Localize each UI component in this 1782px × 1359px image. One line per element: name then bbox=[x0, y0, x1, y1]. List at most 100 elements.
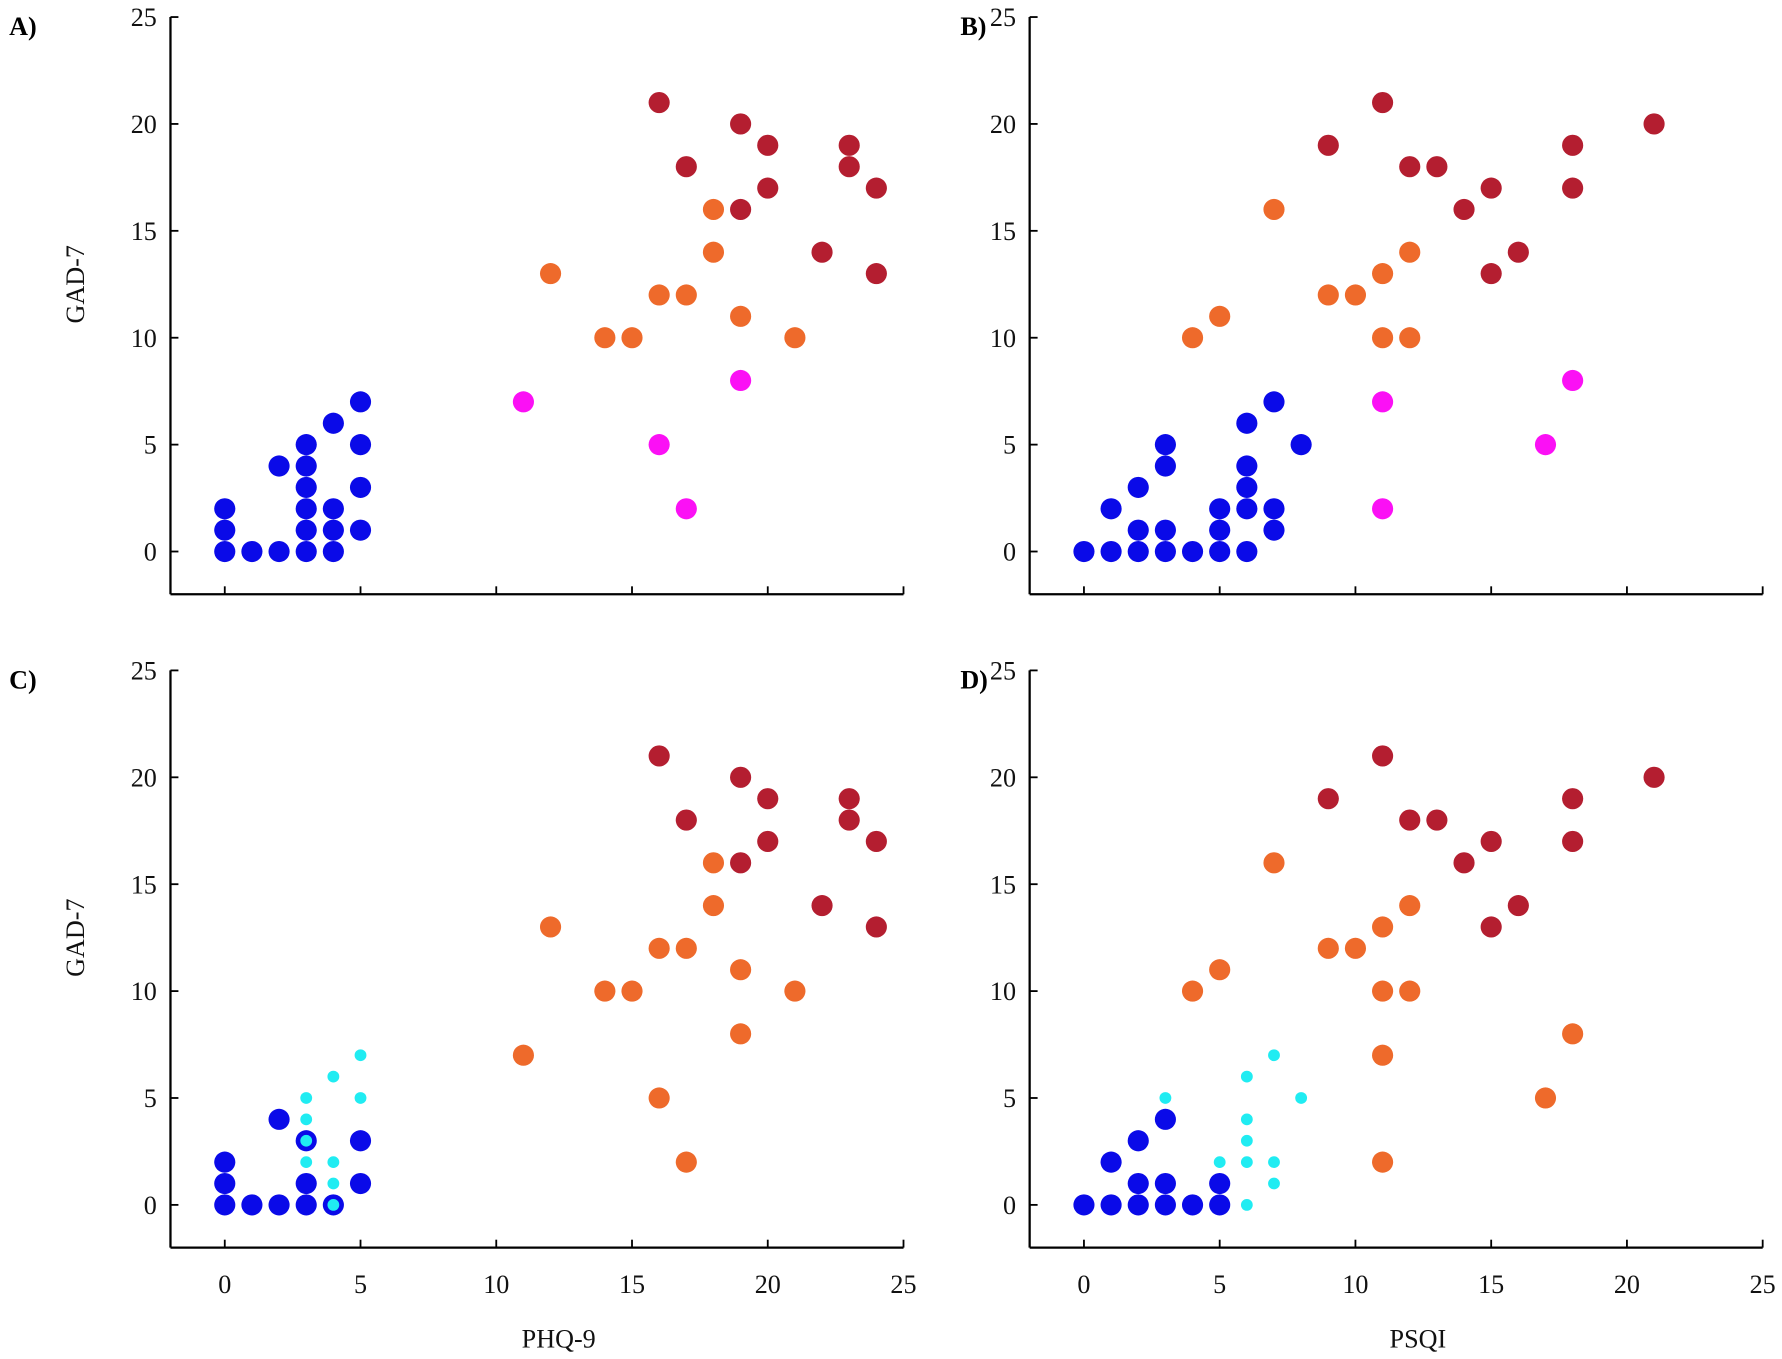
data-point-c-3-3 bbox=[730, 852, 752, 874]
data-point-a-3-8 bbox=[838, 156, 860, 178]
data-point-c-2-9 bbox=[702, 895, 725, 917]
data-point-d-2-6 bbox=[1372, 980, 1394, 1002]
data-point-a-0-19 bbox=[349, 391, 372, 413]
data-point-d-0-1 bbox=[1100, 1194, 1122, 1216]
data-point-a-3-1 bbox=[675, 156, 697, 178]
data-point-d-2-7 bbox=[1372, 1044, 1394, 1066]
data-point-a-2-4 bbox=[675, 284, 697, 306]
data-point-c-2-7 bbox=[675, 1151, 697, 1173]
data-point-d-0-11 bbox=[1209, 1172, 1231, 1195]
y-tick-label: 20 bbox=[990, 763, 1016, 792]
data-point-b-3-0 bbox=[1317, 134, 1339, 156]
data-point-c-2-6 bbox=[675, 937, 697, 959]
data-point-a-0-17 bbox=[349, 476, 372, 498]
data-point-d-0-9 bbox=[1181, 1194, 1204, 1216]
data-point-a-0-13 bbox=[322, 519, 344, 541]
data-point-b-2-0 bbox=[1181, 327, 1204, 349]
data-point-a-1-3 bbox=[730, 369, 752, 392]
data-point-a-3-4 bbox=[757, 134, 779, 156]
data-point-b-0-10 bbox=[1181, 540, 1204, 563]
data-point-d-1-6 bbox=[1240, 1070, 1253, 1083]
data-point-d-2-2 bbox=[1263, 852, 1285, 874]
y-tick-label: 10 bbox=[990, 324, 1016, 353]
data-point-c-3-7 bbox=[838, 788, 860, 810]
data-point-a-3-3 bbox=[730, 198, 752, 221]
y-tick-label: 25 bbox=[131, 3, 157, 32]
data-point-d-1-4 bbox=[1240, 1134, 1253, 1147]
data-point-d-1-8 bbox=[1268, 1156, 1280, 1169]
data-point-b-3-4 bbox=[1453, 198, 1475, 221]
data-point-d-3-10 bbox=[1643, 766, 1665, 788]
data-point-b-2-7 bbox=[1399, 241, 1421, 263]
data-point-d-3-8 bbox=[1562, 788, 1584, 810]
data-point-b-3-8 bbox=[1562, 134, 1584, 156]
data-point-d-1-7 bbox=[1268, 1177, 1280, 1190]
data-point-d-3-0 bbox=[1317, 788, 1339, 810]
data-point-c-3-9 bbox=[865, 830, 887, 853]
data-point-a-2-5 bbox=[702, 198, 725, 221]
data-point-c-2-1 bbox=[539, 916, 562, 938]
data-point-a-0-15 bbox=[322, 412, 344, 434]
y-tick-label: 5 bbox=[144, 1084, 157, 1113]
data-point-d-2-5 bbox=[1372, 916, 1394, 938]
data-point-d-2-3 bbox=[1317, 937, 1339, 959]
series-a-0 bbox=[214, 391, 372, 563]
panel-label: D) bbox=[960, 666, 988, 695]
data-point-c-1-7 bbox=[327, 1198, 340, 1211]
series-b-2 bbox=[1181, 198, 1421, 349]
data-point-b-2-1 bbox=[1209, 305, 1231, 327]
y-tick-label: 25 bbox=[990, 3, 1016, 32]
data-point-b-0-14 bbox=[1236, 540, 1258, 563]
data-point-b-0-11 bbox=[1209, 540, 1231, 563]
data-point-a-3-10 bbox=[865, 263, 887, 285]
data-point-d-2-0 bbox=[1181, 980, 1204, 1002]
y-axis-label: GAD-7 bbox=[61, 245, 90, 323]
data-point-b-0-8 bbox=[1154, 455, 1176, 477]
series-d-0 bbox=[1073, 1108, 1231, 1216]
x-tick-label: 0 bbox=[1077, 1270, 1090, 1299]
x-tick-label: 10 bbox=[483, 1270, 509, 1299]
data-point-d-2-10 bbox=[1399, 980, 1421, 1002]
data-point-b-0-9 bbox=[1154, 434, 1176, 456]
data-point-d-2-9 bbox=[1399, 895, 1421, 917]
data-point-d-1-0 bbox=[1159, 1092, 1172, 1104]
x-tick-label: 5 bbox=[354, 1270, 367, 1299]
data-point-b-3-6 bbox=[1480, 263, 1502, 285]
data-point-a-2-0 bbox=[539, 263, 562, 285]
data-point-d-0-6 bbox=[1154, 1194, 1176, 1216]
data-point-c-3-4 bbox=[757, 788, 779, 810]
series-b-1 bbox=[1372, 369, 1584, 520]
data-point-a-0-1 bbox=[214, 519, 236, 541]
x-axis-label: PSQI bbox=[1390, 1325, 1447, 1354]
data-point-c-3-2 bbox=[730, 766, 752, 788]
data-point-c-2-12 bbox=[784, 980, 806, 1002]
data-point-c-0-11 bbox=[349, 1130, 372, 1152]
y-tick-label: 25 bbox=[990, 657, 1016, 686]
data-point-b-0-13 bbox=[1209, 498, 1231, 520]
series-d-1 bbox=[1159, 1049, 1308, 1211]
data-point-c-1-0 bbox=[300, 1092, 313, 1104]
data-point-b-0-15 bbox=[1236, 498, 1258, 520]
data-point-a-0-10 bbox=[295, 455, 317, 477]
data-point-a-2-1 bbox=[594, 327, 616, 349]
x-tick-label: 20 bbox=[755, 1270, 781, 1299]
data-point-c-3-1 bbox=[675, 809, 697, 831]
data-point-a-0-3 bbox=[241, 540, 263, 563]
x-tick-label: 20 bbox=[1614, 1270, 1640, 1299]
y-tick-label: 25 bbox=[131, 657, 157, 686]
data-point-b-3-1 bbox=[1372, 91, 1394, 114]
data-point-d-2-11 bbox=[1534, 1087, 1557, 1109]
data-point-c-2-2 bbox=[594, 980, 616, 1002]
panel-b: 0 5 10 15 20 25B) bbox=[960, 3, 1764, 596]
series-a-2 bbox=[539, 198, 806, 349]
data-point-a-3-6 bbox=[811, 241, 833, 263]
data-point-a-0-6 bbox=[295, 540, 317, 563]
x-axis-label: PHQ-9 bbox=[522, 1325, 596, 1354]
y-tick-label: 15 bbox=[990, 217, 1016, 246]
data-point-c-2-5 bbox=[648, 1087, 670, 1109]
data-point-a-2-6 bbox=[702, 241, 725, 263]
data-point-b-2-8 bbox=[1399, 327, 1421, 349]
data-point-c-0-0 bbox=[214, 1194, 236, 1216]
data-point-b-2-3 bbox=[1317, 284, 1339, 306]
